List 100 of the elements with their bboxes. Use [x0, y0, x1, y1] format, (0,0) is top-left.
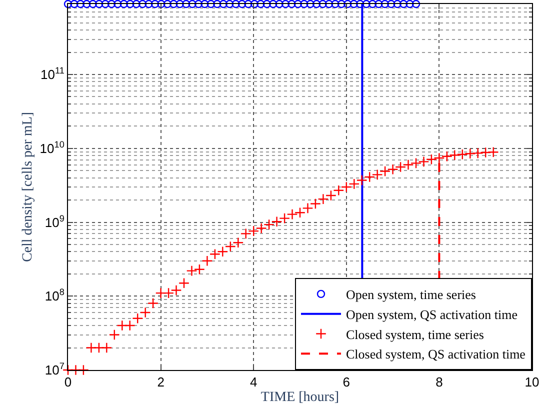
point — [441, 150, 452, 162]
point — [114, 0, 122, 8]
point — [76, 0, 85, 8]
legend-label: Open system, time series — [346, 287, 476, 302]
point — [380, 166, 391, 177]
point — [268, 0, 278, 8]
point — [426, 154, 437, 165]
point — [480, 146, 492, 158]
point — [170, 0, 178, 8]
point — [412, 0, 420, 8]
point — [356, 0, 364, 8]
y-tick-label: 10$^{11}$ — [40, 66, 64, 82]
point — [217, 246, 228, 258]
point — [200, 0, 209, 8]
point — [82, 0, 91, 8]
point — [275, 0, 284, 8]
point — [144, 0, 153, 8]
point — [224, 240, 236, 252]
point — [372, 169, 383, 180]
point — [434, 152, 445, 164]
point — [250, 0, 259, 8]
point — [380, 0, 390, 8]
y-tick-label: 10$^{7}$ — [44, 361, 64, 378]
point — [108, 329, 120, 340]
point — [194, 264, 205, 275]
point — [399, 0, 408, 8]
point — [232, 0, 240, 8]
point — [132, 312, 144, 324]
point — [107, 0, 116, 8]
point — [138, 0, 147, 8]
point — [271, 216, 282, 228]
point — [64, 0, 72, 8]
point — [194, 0, 203, 8]
x-axis-title: TIME [hours] — [260, 390, 340, 405]
point — [337, 0, 346, 8]
point — [62, 364, 74, 376]
point — [340, 182, 352, 192]
point — [256, 222, 267, 234]
point — [93, 342, 104, 354]
point — [209, 248, 220, 260]
point — [374, 0, 383, 8]
point — [188, 0, 196, 8]
point — [294, 0, 302, 8]
point — [213, 0, 222, 8]
point — [132, 0, 140, 8]
point — [264, 219, 275, 230]
point — [248, 226, 260, 237]
point — [393, 0, 402, 8]
point — [449, 150, 460, 161]
point — [318, 194, 329, 205]
x-tick-label: 0 — [64, 374, 72, 390]
legend-label: Closed system, time series — [346, 326, 484, 342]
point — [202, 255, 213, 266]
point — [232, 237, 244, 248]
point — [157, 0, 166, 8]
point — [294, 207, 306, 218]
point — [464, 148, 476, 160]
point — [126, 0, 134, 8]
point — [306, 0, 314, 8]
point — [368, 0, 377, 8]
point — [410, 158, 422, 169]
point — [150, 0, 160, 8]
point — [163, 288, 174, 299]
x-tick-label: 2 — [157, 374, 164, 390]
point — [456, 148, 468, 160]
point — [101, 0, 110, 8]
point — [206, 0, 216, 8]
point — [402, 159, 414, 170]
point — [94, 0, 104, 8]
point — [101, 342, 112, 354]
point — [325, 190, 336, 202]
point — [120, 0, 128, 8]
point — [88, 0, 97, 8]
point — [256, 0, 265, 8]
x-tick-label: 10 — [524, 374, 540, 390]
point — [176, 0, 184, 8]
point — [310, 198, 321, 210]
x-tick-label: 8 — [436, 374, 443, 390]
point — [148, 298, 159, 309]
point — [387, 0, 396, 8]
point — [163, 0, 172, 8]
point — [170, 284, 182, 296]
point — [244, 0, 252, 8]
x-tick-label: 4 — [250, 374, 258, 390]
y-tick-label: 10$^{10}$ — [40, 139, 64, 156]
point — [286, 208, 298, 220]
point — [364, 171, 376, 182]
point — [356, 174, 368, 186]
point — [116, 320, 128, 332]
point — [488, 146, 499, 158]
point — [78, 364, 89, 376]
point — [225, 0, 234, 8]
point — [178, 278, 190, 289]
x-tick-label: 6 — [342, 374, 350, 390]
point — [324, 0, 334, 8]
point — [418, 156, 430, 168]
point — [472, 148, 484, 159]
point — [333, 184, 344, 196]
point — [186, 265, 198, 276]
point — [155, 288, 166, 299]
